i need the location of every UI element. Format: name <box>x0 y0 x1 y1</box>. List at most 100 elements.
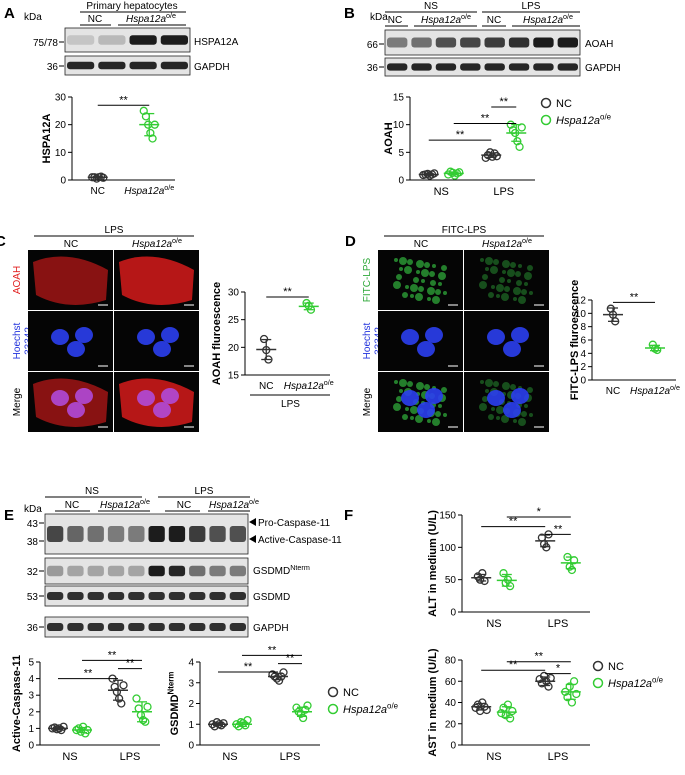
significance-label: ** <box>84 668 93 680</box>
y-axis-label: FITC-LPS fluroescence <box>569 280 581 400</box>
speckle <box>402 414 408 420</box>
panel-letter: A <box>4 5 15 22</box>
y-tick-label: 2 <box>28 707 34 718</box>
speckle <box>432 264 436 268</box>
speckle <box>493 381 499 387</box>
speckle <box>399 257 407 265</box>
band-label: Active-Caspase-11 <box>258 535 342 546</box>
legend-label: Hspa12ao/e <box>343 702 399 716</box>
x-tick-label: NS <box>486 618 501 630</box>
nucleus <box>161 388 179 404</box>
y-tick-label: 2 <box>580 362 586 373</box>
data-point <box>503 700 513 709</box>
speckle <box>416 270 420 274</box>
speckle <box>516 280 522 286</box>
speckle <box>521 289 527 295</box>
label-text: Hspa12a <box>124 186 164 197</box>
speckle <box>496 294 500 298</box>
speckle <box>491 285 495 289</box>
blot-band <box>107 592 125 600</box>
blot-band <box>128 526 145 542</box>
y-tick-label: 1 <box>28 724 34 735</box>
y-tick-label: 3 <box>188 678 194 689</box>
blot-band <box>533 37 554 48</box>
band-label: GSDMDNterm <box>253 563 310 577</box>
micrograph <box>114 372 199 432</box>
y-tick-label: 5 <box>28 658 34 669</box>
significance-label: ** <box>108 649 117 661</box>
blot-band <box>484 63 505 71</box>
legend-marker <box>540 114 552 126</box>
micrograph <box>464 311 549 371</box>
speckle <box>441 265 447 271</box>
legend-marker <box>592 677 604 689</box>
speckle <box>480 258 484 262</box>
y-axis-label: AOAH fluroescence <box>211 282 223 385</box>
nucleus <box>487 390 505 406</box>
data-point <box>148 134 157 143</box>
speckle <box>429 271 435 277</box>
speckle <box>521 411 527 417</box>
speckle <box>421 279 425 283</box>
legend-marker <box>327 703 339 715</box>
y-tick-label: 15 <box>393 93 405 104</box>
speckle <box>410 416 414 420</box>
blot-band <box>148 526 165 542</box>
speckle <box>499 277 505 283</box>
y-tick-label: 20 <box>228 343 240 354</box>
label-text: Hspa12a <box>100 500 140 511</box>
y-tick-label: 60 <box>445 677 457 688</box>
data-point <box>132 694 141 703</box>
label-text: Hspa12a <box>209 500 249 511</box>
significance-label: ** <box>268 644 277 656</box>
micrograph <box>28 250 113 310</box>
y-tick-label: 30 <box>228 288 240 299</box>
blot <box>44 585 249 607</box>
blot <box>64 55 191 76</box>
data-point <box>303 701 312 710</box>
kda-label: kDa <box>24 504 42 515</box>
speckle <box>399 379 407 387</box>
data-point <box>515 142 524 151</box>
speckle <box>410 406 418 414</box>
speckle <box>518 418 526 426</box>
blot-band <box>189 623 206 631</box>
label-text: Hspa12a <box>343 704 387 716</box>
x-tick-label: LPS <box>548 751 569 763</box>
blot-band <box>67 526 84 542</box>
label-superscript: o/e <box>522 236 532 245</box>
speckle <box>418 286 424 292</box>
speckle <box>485 389 489 393</box>
micrograph <box>114 311 199 371</box>
row-label: Merge <box>12 387 23 416</box>
label-superscript: o/e <box>249 497 259 506</box>
nucleus <box>503 402 521 418</box>
x-tick-label: LPS <box>280 751 301 763</box>
blot-band <box>160 35 188 45</box>
y-tick-label: 4 <box>188 658 194 669</box>
band-label: GAPDH <box>585 63 621 74</box>
significance-label: ** <box>481 113 490 125</box>
speckle <box>407 259 413 265</box>
nucleus <box>425 327 443 343</box>
group-label: NS <box>424 1 438 12</box>
blot-band <box>460 63 481 71</box>
blot-band <box>411 37 432 48</box>
blot-band <box>508 37 530 48</box>
label-superscript: Nterm <box>167 672 176 695</box>
blot-band <box>148 592 165 600</box>
label-text: GSDMD <box>253 566 290 577</box>
nucleus <box>487 329 505 345</box>
kda-marker: 36 <box>367 63 379 74</box>
significance-label: ** <box>509 516 518 528</box>
lane-label: Hspa12ao/e <box>100 497 150 511</box>
label-superscript: o/e <box>166 11 176 20</box>
speckle <box>443 291 447 295</box>
band-label: Pro-Caspase-11 <box>258 518 331 529</box>
speckle <box>527 265 533 271</box>
speckle <box>479 281 487 289</box>
nucleus <box>401 390 419 406</box>
nucleus <box>51 329 69 345</box>
speckle <box>496 406 504 414</box>
speckle <box>427 297 431 301</box>
